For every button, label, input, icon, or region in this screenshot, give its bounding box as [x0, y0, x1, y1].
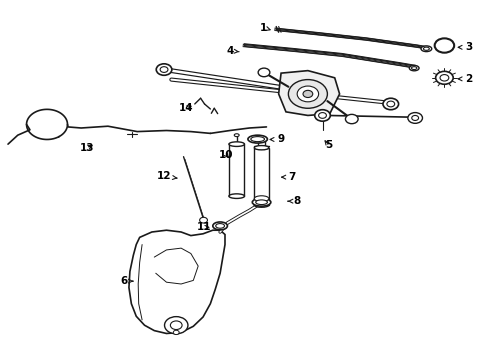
Ellipse shape: [254, 196, 268, 202]
Text: 7: 7: [281, 172, 295, 182]
Circle shape: [318, 113, 326, 118]
Ellipse shape: [228, 194, 244, 198]
Text: 2: 2: [457, 74, 471, 84]
Text: 8: 8: [287, 196, 300, 206]
Circle shape: [407, 113, 422, 123]
Text: 11: 11: [197, 222, 211, 232]
Text: 1: 1: [259, 23, 270, 33]
Circle shape: [164, 317, 187, 334]
Text: 10: 10: [218, 149, 233, 159]
Circle shape: [156, 64, 171, 75]
Circle shape: [439, 75, 448, 81]
Polygon shape: [228, 144, 244, 196]
Circle shape: [170, 321, 182, 329]
Circle shape: [411, 116, 418, 121]
Text: 13: 13: [80, 143, 95, 153]
Text: 5: 5: [324, 140, 331, 150]
Circle shape: [160, 67, 167, 72]
Circle shape: [434, 39, 453, 53]
Ellipse shape: [228, 142, 244, 147]
Ellipse shape: [234, 134, 239, 136]
Ellipse shape: [255, 200, 267, 204]
Circle shape: [314, 110, 330, 121]
Circle shape: [382, 98, 398, 110]
Ellipse shape: [250, 136, 264, 141]
Text: 3: 3: [457, 42, 471, 52]
Ellipse shape: [408, 66, 418, 71]
Polygon shape: [129, 230, 224, 333]
Ellipse shape: [215, 224, 224, 228]
Text: 12: 12: [157, 171, 177, 181]
Text: 9: 9: [269, 135, 284, 144]
Ellipse shape: [411, 67, 416, 69]
Circle shape: [345, 114, 357, 124]
Circle shape: [173, 330, 179, 334]
Ellipse shape: [247, 135, 267, 143]
Text: 4: 4: [226, 46, 239, 56]
Ellipse shape: [254, 203, 268, 207]
Ellipse shape: [423, 47, 428, 50]
Circle shape: [303, 90, 312, 98]
Circle shape: [288, 80, 327, 108]
Ellipse shape: [252, 198, 270, 206]
Circle shape: [386, 101, 394, 107]
Circle shape: [435, 71, 452, 84]
Polygon shape: [254, 148, 268, 205]
Polygon shape: [278, 71, 339, 116]
Ellipse shape: [212, 222, 227, 230]
Text: 6: 6: [120, 276, 133, 286]
Circle shape: [258, 68, 269, 77]
Ellipse shape: [420, 46, 431, 51]
Circle shape: [297, 86, 318, 102]
Circle shape: [199, 217, 207, 223]
Text: 14: 14: [178, 103, 193, 113]
Ellipse shape: [254, 145, 268, 150]
